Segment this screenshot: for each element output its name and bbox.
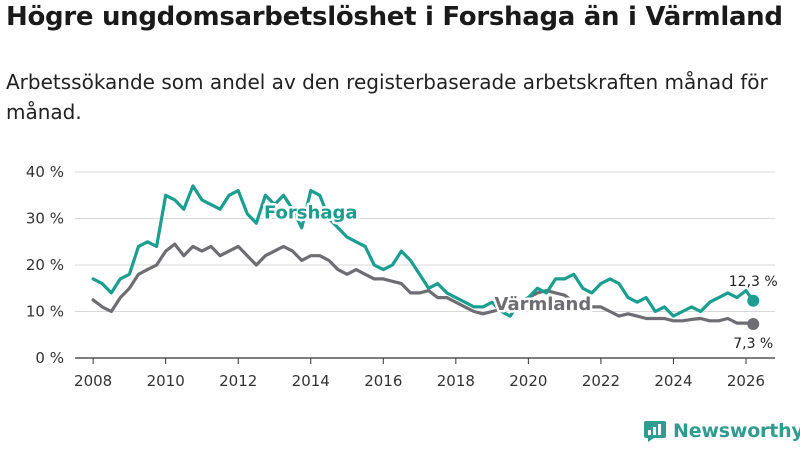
y-tick-label: 30 % <box>26 210 64 228</box>
annotations: Forshaga Värmland 12,3 % 7,3 % <box>261 200 778 352</box>
y-tick-label: 0 % <box>35 349 64 367</box>
x-tick-label: 2014 <box>292 372 330 390</box>
axes: 0 % 10 % 20 % 30 % 40 % 2008 2010 2012 2014 2016 2… <box>26 163 775 390</box>
chart-title: Högre ungdomsarbetslöshet i Forshaga än … <box>6 2 783 32</box>
x-tick-label: 2016 <box>364 372 402 390</box>
series-line-forshaga <box>91 184 755 318</box>
x-tick-label: 2010 <box>147 372 185 390</box>
series-lines <box>91 184 760 331</box>
y-tick-label: 20 % <box>26 256 64 274</box>
newsworthy-logo-icon <box>644 421 666 442</box>
series-label-forshaga: Forshaga <box>264 203 358 224</box>
end-point-forshaga <box>747 294 760 307</box>
series-line-värmland <box>91 242 755 326</box>
chart-subtitle: Arbetssökande som andel av den registerb… <box>6 70 768 124</box>
y-tick-label: 10 % <box>26 303 64 321</box>
newsworthy-brand: Newsworthy <box>643 419 800 443</box>
x-tick-label: 2018 <box>437 372 475 390</box>
x-tick-label: 2008 <box>74 372 112 390</box>
brand-name: Newsworthy <box>673 420 800 442</box>
x-tick-label: 2022 <box>582 372 620 390</box>
series-label-varmland: Värmland <box>495 294 592 315</box>
x-tick-label: 2026 <box>727 372 765 390</box>
end-value-label-forshaga: 12,3 % <box>729 274 778 290</box>
y-tick-label: 40 % <box>26 163 64 181</box>
x-tick-label: 2020 <box>509 372 547 390</box>
end-point-värmland <box>747 318 760 331</box>
x-tick-label: 2024 <box>654 372 692 390</box>
x-tick-label: 2012 <box>219 372 257 390</box>
end-value-label-varmland: 7,3 % <box>733 336 773 352</box>
